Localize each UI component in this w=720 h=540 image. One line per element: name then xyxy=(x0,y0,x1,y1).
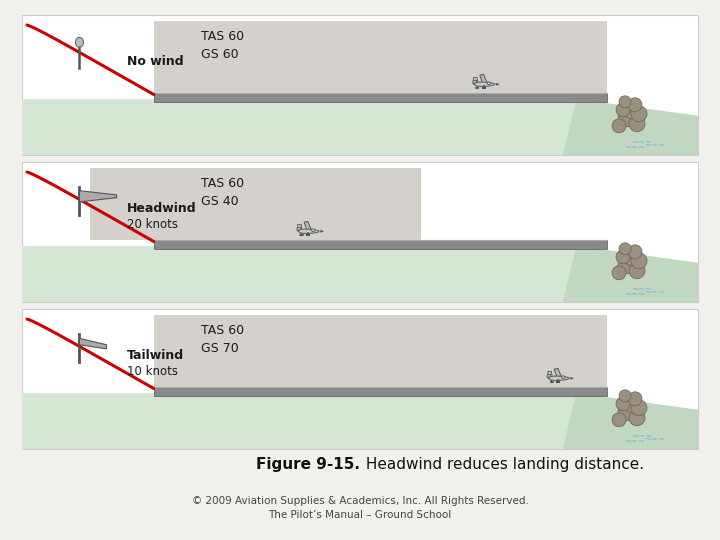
Text: Headwind reduces landing distance.: Headwind reduces landing distance. xyxy=(361,457,644,472)
Polygon shape xyxy=(299,229,319,233)
Polygon shape xyxy=(79,191,117,202)
Polygon shape xyxy=(297,227,301,230)
Circle shape xyxy=(619,243,631,255)
Text: ~~~: ~~~ xyxy=(644,435,665,444)
Circle shape xyxy=(618,256,636,274)
Circle shape xyxy=(624,250,640,266)
Ellipse shape xyxy=(487,82,490,84)
Text: ~~~: ~~~ xyxy=(624,143,646,152)
Circle shape xyxy=(619,390,631,402)
Polygon shape xyxy=(563,246,698,302)
Polygon shape xyxy=(547,374,551,377)
Ellipse shape xyxy=(562,376,565,379)
Circle shape xyxy=(628,98,642,112)
Circle shape xyxy=(619,96,631,108)
Circle shape xyxy=(624,103,640,119)
Circle shape xyxy=(624,397,640,413)
Polygon shape xyxy=(298,225,302,231)
Text: © 2009 Aviation Supplies & Academics, Inc. All Rights Reserved.
The Pilot’s Manu: © 2009 Aviation Supplies & Academics, In… xyxy=(192,496,528,521)
Text: ~~~: ~~~ xyxy=(631,138,652,147)
Circle shape xyxy=(616,103,630,117)
Text: TAS 60: TAS 60 xyxy=(201,177,244,190)
Text: 10 knots: 10 knots xyxy=(127,366,178,379)
Circle shape xyxy=(629,116,645,132)
Circle shape xyxy=(616,397,630,411)
Circle shape xyxy=(612,413,626,427)
Polygon shape xyxy=(22,99,698,155)
Polygon shape xyxy=(548,372,552,379)
Text: ~~~: ~~~ xyxy=(644,288,665,297)
Text: ~~~: ~~~ xyxy=(624,290,646,299)
Polygon shape xyxy=(79,339,107,349)
Polygon shape xyxy=(320,231,323,232)
Bar xyxy=(154,93,607,102)
Polygon shape xyxy=(304,221,311,230)
Circle shape xyxy=(612,266,626,280)
Text: 20 knots: 20 knots xyxy=(127,218,178,232)
Bar xyxy=(154,315,607,387)
Text: TAS 60: TAS 60 xyxy=(201,324,244,337)
Polygon shape xyxy=(563,99,698,155)
Bar xyxy=(22,162,698,302)
Bar xyxy=(154,21,607,93)
Polygon shape xyxy=(22,246,698,302)
Bar xyxy=(22,309,698,449)
Polygon shape xyxy=(474,82,495,86)
Bar xyxy=(154,240,607,249)
Circle shape xyxy=(618,403,636,421)
Circle shape xyxy=(628,392,642,406)
Text: ~~~: ~~~ xyxy=(631,285,652,294)
Bar xyxy=(89,168,420,240)
Text: ~~~: ~~~ xyxy=(631,432,652,441)
Polygon shape xyxy=(496,83,499,85)
Polygon shape xyxy=(480,75,487,83)
Circle shape xyxy=(629,263,645,279)
Ellipse shape xyxy=(76,37,84,47)
Text: GS 70: GS 70 xyxy=(201,342,239,355)
Polygon shape xyxy=(22,393,698,449)
Text: Figure 9-15.: Figure 9-15. xyxy=(256,457,360,472)
Circle shape xyxy=(612,119,626,133)
Text: ~~~: ~~~ xyxy=(644,141,665,150)
Bar xyxy=(22,15,698,155)
Bar xyxy=(154,387,607,396)
Text: Headwind: Headwind xyxy=(127,202,197,215)
Polygon shape xyxy=(549,376,569,381)
Text: Tailwind: Tailwind xyxy=(127,349,184,362)
Polygon shape xyxy=(571,377,573,379)
Circle shape xyxy=(631,106,647,122)
Ellipse shape xyxy=(312,229,315,232)
Circle shape xyxy=(618,109,636,127)
Circle shape xyxy=(629,410,645,426)
Polygon shape xyxy=(563,393,698,449)
Text: GS 40: GS 40 xyxy=(201,195,239,208)
Text: TAS 60: TAS 60 xyxy=(201,30,244,43)
Text: ~~~: ~~~ xyxy=(624,437,646,446)
Circle shape xyxy=(631,253,647,269)
Circle shape xyxy=(616,250,630,264)
Text: GS 60: GS 60 xyxy=(201,48,239,61)
Polygon shape xyxy=(554,368,562,377)
Polygon shape xyxy=(472,80,477,83)
Polygon shape xyxy=(474,77,478,84)
Circle shape xyxy=(628,245,642,259)
Text: No wind: No wind xyxy=(127,56,184,69)
Circle shape xyxy=(631,400,647,416)
